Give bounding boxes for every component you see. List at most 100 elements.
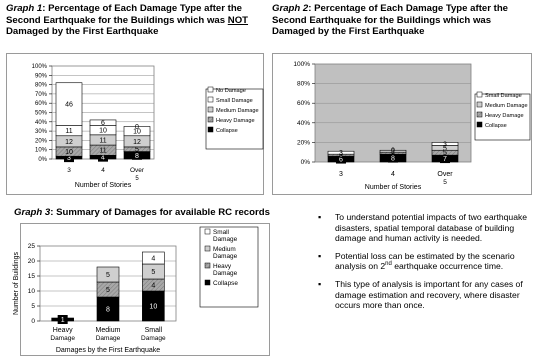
graph1-category-label: 3 (67, 167, 71, 174)
graph1-data-label: 10 (65, 149, 73, 156)
graph1-ytick-label: 0% (38, 157, 47, 163)
graph1-data-label: 10 (133, 129, 141, 136)
graph2-data-label: 3 (339, 150, 343, 157)
graph3-x-axis-title: Damages by the First Earthquake (56, 347, 160, 354)
graph2-ytick-label: 60% (297, 100, 310, 107)
graph1-data-label: 46 (65, 102, 73, 109)
graph2-legend-label: Collapse (485, 123, 507, 129)
graph1-title-text-b: Damaged by the First Earthquake (6, 26, 159, 37)
graph3-data-label-bg (148, 301, 159, 311)
graph1-title-text-a: : Percentage of Each Damage Type after t… (6, 3, 243, 26)
graph2-ytick-label: 0% (301, 159, 311, 166)
graph1-ytick-label: 60% (35, 101, 48, 107)
graph2-legend-label: Medium Damage (485, 103, 528, 109)
note-item-1: To understand potential impacts of two e… (318, 212, 532, 244)
note-2-sup: nd (385, 261, 392, 268)
graph1-data-label: 12 (65, 139, 73, 146)
graph2-data-label: 5 (443, 150, 447, 157)
graph1-category-label-line2: 5 (135, 176, 139, 182)
graph1-data-label: 12 (133, 139, 141, 146)
graph3-title-label: Graph 3 (14, 207, 51, 218)
graph1-ytick-label: 100% (32, 64, 48, 70)
graph3-legend-swatch-small_damage (204, 228, 211, 235)
graph3-legend-swatch-collapse (204, 279, 211, 286)
graph3-title: Graph 3: Summary of Damages for availabl… (14, 207, 304, 219)
graph3-legend-label-line2: Damage (213, 236, 238, 243)
graph1-data-label: 5 (135, 147, 139, 154)
graph2-data-label: 2 (339, 153, 343, 160)
note-item-3: This type of analysis is important for a… (318, 279, 532, 311)
graph1-bar-no_damage (89, 119, 117, 126)
graph2-legend-swatch-small_damage (476, 91, 483, 98)
graph2-legend-label: Small Damage (485, 93, 522, 99)
graph3-bar-medium_damage (96, 266, 120, 283)
graph3-data-label: 4 (151, 283, 155, 290)
graph1-category-label: 4 (101, 167, 105, 174)
graph3-data-label: 10 (149, 304, 157, 311)
graph2-bar-small_damage (327, 150, 355, 155)
note-2-text-a: Potential loss can be estimated by the s… (335, 250, 515, 272)
graph1-legend-swatch-medium_damage (207, 106, 214, 113)
graph1-legend-swatch-heavy_damage (207, 116, 214, 123)
graph2-legend-box (474, 93, 531, 141)
graph2-data-label: 3 (443, 141, 447, 148)
graph3-category-label: Small (145, 327, 163, 334)
graph1-legend-label: Heavy Damage (216, 118, 255, 124)
graph1-title-label: Graph 1 (6, 3, 43, 14)
graph2-category-label: 3 (339, 171, 343, 178)
graph2-x-axis-title: Number of Stories (365, 184, 422, 191)
graph3-ytick-label: 5 (31, 303, 35, 310)
graph2-ytick-label: 20% (297, 139, 310, 146)
graph3-data-label: 8 (106, 307, 110, 314)
graph2-ytick-label: 80% (297, 81, 310, 88)
graph1-legend-swatch-small_damage (207, 96, 214, 103)
graph1-ytick-label: 90% (35, 73, 48, 79)
graph1-data-label: 3 (67, 155, 71, 162)
graph1-data-label: 11 (99, 148, 106, 155)
graph1-data-label: 0 (135, 124, 139, 131)
graph1-ytick-label: 40% (35, 120, 48, 126)
graph1-data-label: 10 (99, 128, 107, 135)
graph2-data-label: 5 (443, 145, 447, 152)
graph3-category-label: Medium (96, 327, 121, 334)
graph3-category-label-line2: Damage (96, 335, 121, 342)
graph1-title: Graph 1: Percentage of Each Damage Type … (6, 3, 268, 38)
graph1-data-label: 4 (101, 155, 105, 162)
graph2-title-label: Graph 2 (272, 3, 309, 14)
graph2-title: Graph 2: Percentage of Each Damage Type … (272, 3, 536, 38)
graph2-bar-medium_damage (379, 149, 407, 153)
graph2-data-label: 2 (391, 151, 395, 158)
graph2-category-label-line2: 5 (443, 179, 447, 186)
graph1-legend-label: Collapse (216, 128, 238, 134)
graph3-data-label-bg (57, 315, 68, 324)
graph2-data-label-bg (388, 153, 398, 163)
graph2-data-label-bg (440, 154, 450, 164)
graph1-data-label-bg (132, 150, 142, 160)
graph1-legend-label: Small Damage (216, 98, 253, 104)
graph3-category-label: Heavy (53, 327, 73, 334)
graph2-legend-swatch-medium_damage (476, 101, 483, 108)
graph1-x-axis-title: Number of Stories (75, 182, 132, 189)
graph2-data-label: 8 (391, 156, 395, 163)
graph3-ytick-label: 25 (28, 243, 36, 250)
graph3-category-label-line2: Damage (50, 335, 75, 342)
graph3-ytick-label: 0 (31, 318, 35, 325)
notes-list: To understand potential impacts of two e… (318, 212, 532, 318)
graph2-data-label: 7 (443, 156, 447, 163)
graph1-ytick-label: 30% (35, 129, 48, 135)
graph1-legend-swatch-collapse (207, 126, 214, 133)
graph3-legend-swatch-medium_damage (204, 245, 211, 252)
graph2-data-label: 0 (339, 152, 343, 159)
graph3-ytick-label: 20 (28, 258, 36, 265)
graph2-title-text: : Percentage of Each Damage Type after t… (272, 3, 509, 37)
graph2-legend-swatch-heavy_damage (476, 111, 483, 118)
graph2-bar-small_damage (431, 142, 459, 146)
graph3-y-axis-title: Number of Buildings (13, 251, 20, 315)
graph2-category-label: 4 (391, 171, 395, 178)
graph3-legend-label: Small (213, 229, 229, 236)
graph1-legend-box (205, 88, 264, 150)
graph1-title-not: NOT (227, 14, 249, 26)
graph2-category-label: Over (437, 171, 453, 178)
graph2-data-label-bg (336, 154, 346, 164)
